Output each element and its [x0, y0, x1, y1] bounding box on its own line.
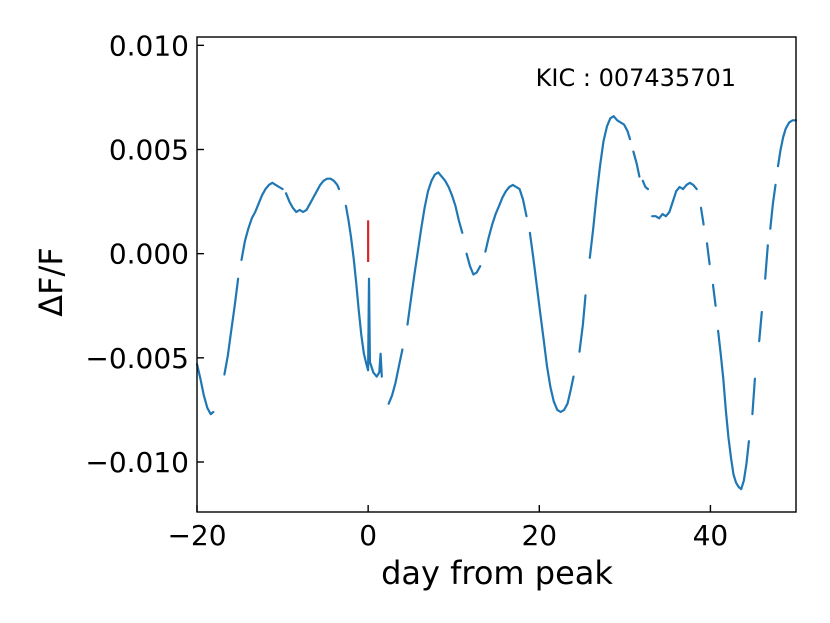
annotation-kic: KIC : 007435701	[536, 64, 736, 92]
x-tick-label: 40	[693, 519, 729, 552]
series-line-segment	[240, 181, 284, 261]
series-line-segment	[528, 231, 575, 414]
series-line-segment	[651, 181, 698, 220]
series-line-segment	[705, 242, 711, 266]
y-tick-label: 0.000	[109, 238, 189, 271]
series-line-segment	[484, 183, 528, 253]
y-tick-label: 0.010	[109, 29, 189, 62]
x-tick-label: 0	[359, 519, 377, 552]
series-line-segment	[387, 348, 404, 405]
series-line-segment	[751, 377, 757, 416]
y-tick-label: 0.005	[109, 134, 189, 167]
ticks-layer: −20 0 20 40 −0.010 −0.005 0.000 0.005 0.010	[85, 29, 728, 552]
y-tick-label: −0.010	[85, 446, 189, 479]
series-line-segment	[699, 206, 705, 226]
series-line-segment	[769, 183, 777, 230]
plot-frame	[196, 36, 797, 513]
series-line-segment	[195, 363, 215, 416]
plot-area-background	[197, 37, 796, 512]
x-tick-label: −20	[167, 519, 226, 552]
series-line-segment	[758, 310, 763, 343]
series-line-segment	[764, 244, 769, 280]
series-line-segment	[406, 171, 464, 326]
series-line-segment	[344, 204, 383, 378]
x-axis-title: day from peak	[381, 554, 613, 592]
y-tick-label: −0.005	[85, 342, 189, 375]
series-line-segment	[578, 294, 587, 353]
series-line-segment	[588, 115, 632, 259]
x-tick-label: 20	[521, 519, 557, 552]
series-line-segment	[716, 329, 751, 491]
series-line-segment	[223, 277, 240, 376]
y-axis-title: ΔF/F	[32, 247, 70, 316]
series-line-segment	[776, 119, 798, 168]
series-line-segment	[711, 283, 717, 307]
series-line-segment	[632, 150, 641, 178]
series-line-segment	[641, 179, 650, 191]
series-line-segment	[465, 252, 482, 276]
series-line-segment	[284, 177, 341, 214]
data-layer	[195, 115, 798, 491]
